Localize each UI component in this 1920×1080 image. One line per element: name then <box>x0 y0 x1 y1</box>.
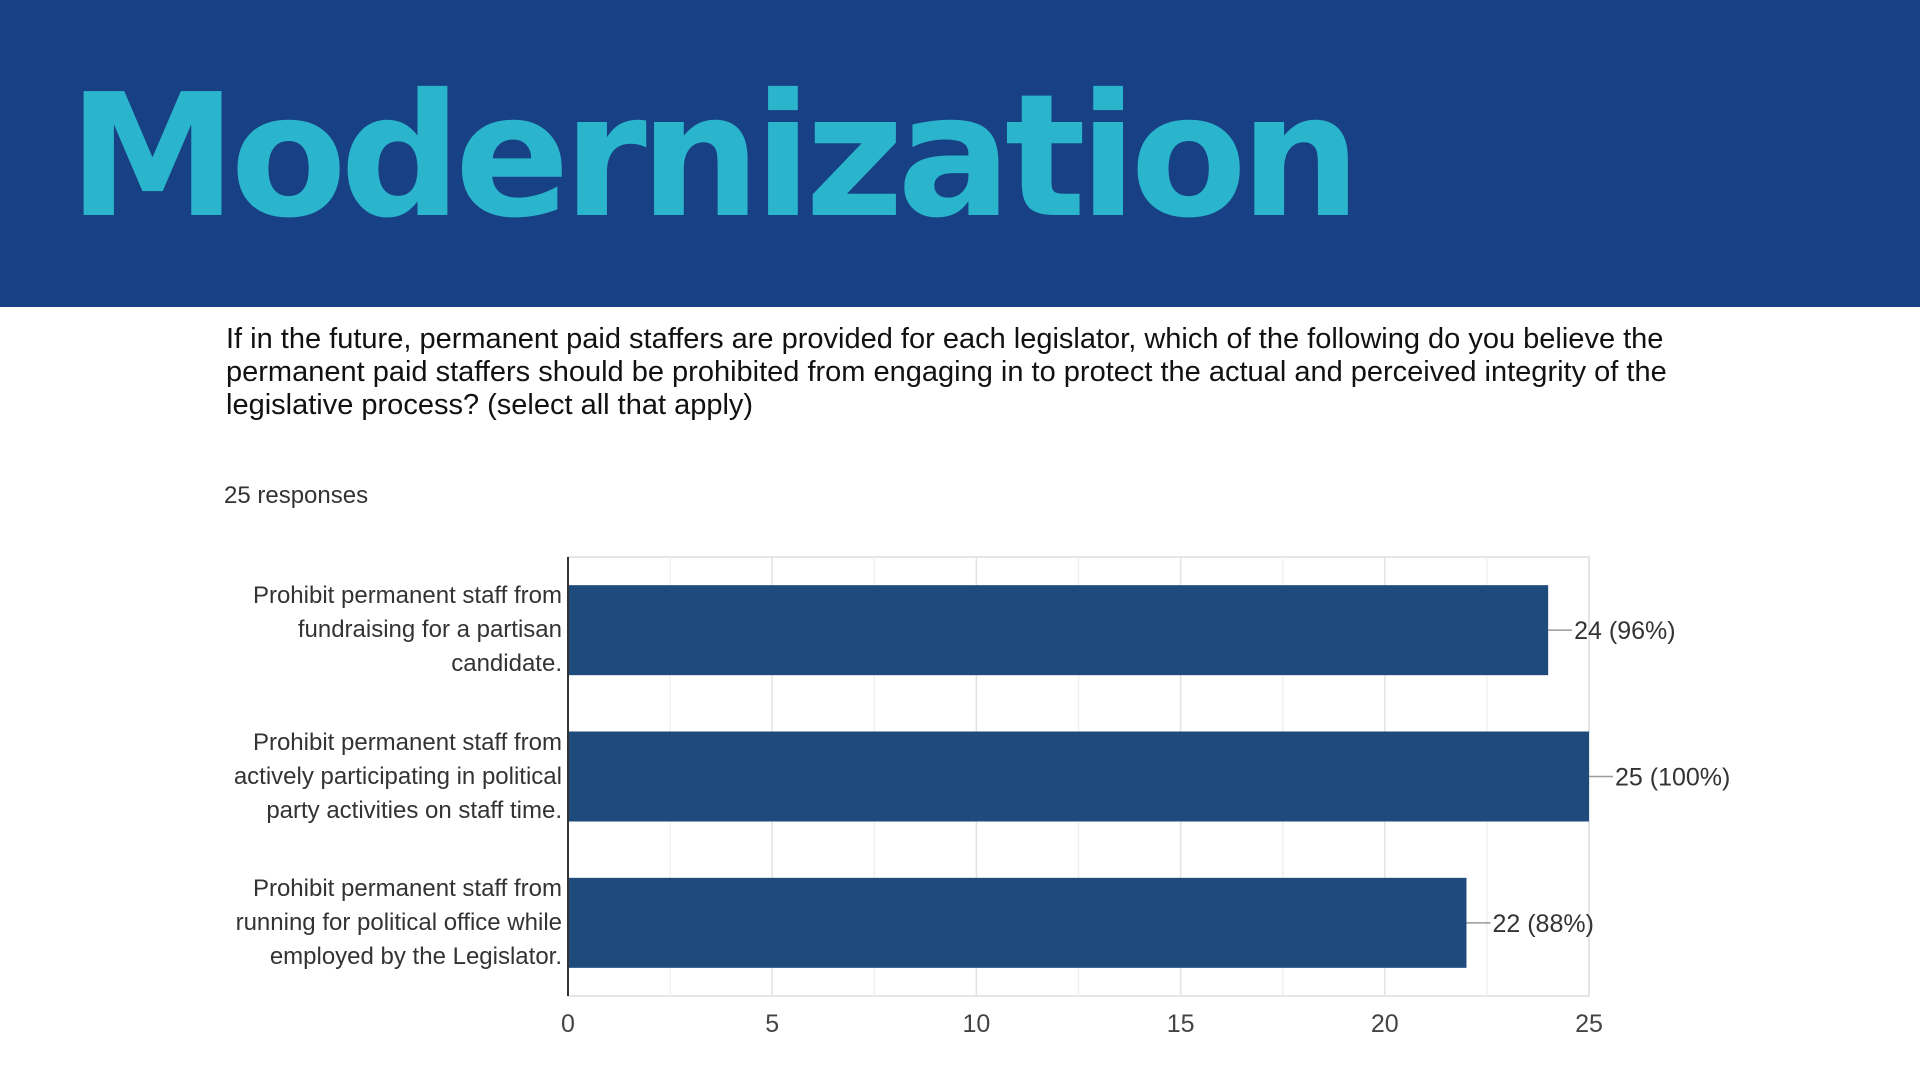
page-title: Modernization <box>68 58 1361 256</box>
category-label-line: employed by the Legislator. <box>269 942 562 970</box>
category-label-line: party activities on staff time. <box>266 796 562 824</box>
survey-question: If in the future, permanent paid staffer… <box>226 323 1667 421</box>
bar-2 <box>568 731 1589 822</box>
category-label-line: running for political office while <box>235 908 562 936</box>
category-label-line: Prohibit permanent staff from <box>252 582 562 610</box>
x-tick-label: 20 <box>1371 1010 1399 1038</box>
category-labels: Prohibit permanent staff from fundraising… <box>182 0 562 1080</box>
category-label-line: Prohibit permanent staff from <box>252 728 562 756</box>
bar-3 <box>568 877 1467 968</box>
x-tick-label: 10 <box>962 1010 990 1038</box>
x-tick-label: 25 <box>1575 1010 1603 1038</box>
header-banner: Modernization <box>0 0 1920 307</box>
x-tick-label: 5 <box>765 1010 779 1038</box>
data-label: 22 (88%) <box>1492 910 1593 938</box>
category-label: Prohibit permanent staff from fundraising… <box>182 579 562 681</box>
data-label: 25 (100%) <box>1615 764 1730 792</box>
bar-1 <box>568 585 1549 676</box>
x-tick-label: 0 <box>561 1010 575 1038</box>
category-label: Prohibit permanent staff from actively pa… <box>182 726 562 828</box>
category-label: Prohibit permanent staff from running for… <box>182 872 562 974</box>
category-label-line: Prohibit permanent staff from <box>252 874 562 902</box>
data-label: 24 (96%) <box>1574 617 1675 645</box>
category-label-line: candidate. <box>451 650 562 678</box>
category-label-line: fundraising for a partisan <box>297 616 562 644</box>
category-label-line: actively participating in political <box>233 762 562 790</box>
response-count: 25 responses <box>224 482 369 509</box>
x-tick-label: 15 <box>1167 1010 1195 1038</box>
